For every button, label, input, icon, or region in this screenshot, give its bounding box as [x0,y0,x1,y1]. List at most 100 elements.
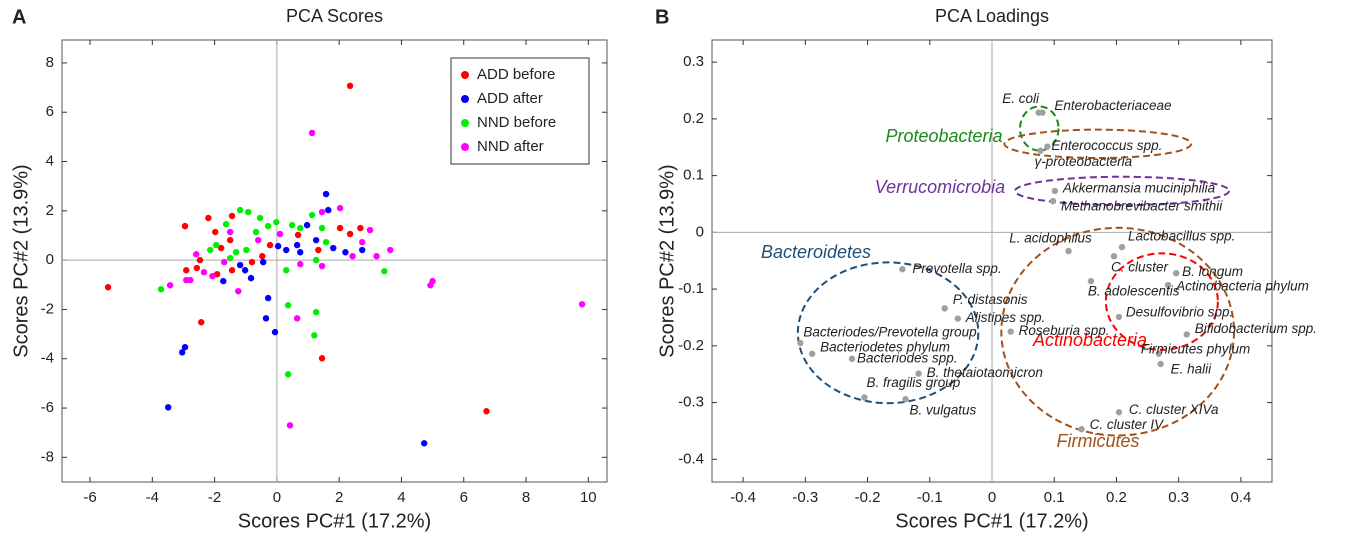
point-label: Enterobacteriaceae [1054,98,1171,113]
loading-point [1037,147,1044,154]
point [209,272,216,280]
point-label: Desulfovibrio spp. [1126,304,1233,319]
loading-point [1087,277,1095,285]
point [207,246,214,254]
point [198,319,205,326]
point [297,249,304,256]
point-label: Firmicutes phylum [1141,341,1251,356]
point [262,315,270,322]
point-label: C. cluster [1111,260,1169,275]
point [303,221,311,229]
group-label: Proteobacteria [885,126,1002,146]
point [221,258,228,266]
loading-point [1044,143,1051,150]
point [181,343,189,351]
point-label: B. adolescentis [1088,284,1180,299]
point [373,252,380,260]
loading-point [1007,328,1014,335]
point [420,440,428,447]
point [381,268,388,275]
point [284,302,292,309]
point [266,241,274,249]
point [179,349,186,356]
point [226,228,234,236]
point [322,190,330,198]
y-tick-label: 0.2 [683,110,704,127]
point [193,251,200,258]
point-label: Bifidobacterium spp. [1195,321,1317,336]
x-tick-label: 6 [460,489,468,506]
point [264,294,272,302]
loading-point [902,395,909,403]
point [228,212,236,220]
point [297,224,304,232]
y-tick-label: -0.1 [678,280,704,297]
panel-label: A [12,6,26,28]
point [259,258,267,266]
point [357,224,364,232]
y-tick-label: -8 [41,448,54,465]
point [243,246,250,254]
point [308,129,316,137]
point [312,236,320,244]
point [346,82,354,90]
point-label: Roseburia spp. [1019,323,1110,338]
point [293,315,301,322]
group-ellipse [1000,226,1236,437]
x-tick-label: 0 [988,489,996,506]
loading-point [1172,269,1180,277]
x-tick-label: 0.2 [1106,489,1127,506]
loading-point [915,370,922,377]
x-tick-label: 0 [273,489,281,506]
point [283,267,290,274]
point [346,230,354,238]
point [236,206,244,214]
x-tick-label: 0.3 [1168,489,1189,506]
point-label: Enterococcus spp. [1051,138,1162,153]
point [271,328,279,336]
loading-point [1039,109,1046,116]
point [308,211,316,219]
point [318,224,326,232]
point [283,246,290,254]
point [228,267,236,274]
point [311,332,318,339]
point [187,276,194,284]
point [220,277,227,285]
point [200,269,208,276]
point [236,261,244,269]
x-tick-label: 8 [522,489,530,506]
y-tick-label: 0.1 [683,167,704,184]
point [342,249,349,256]
group-ellipse [1003,128,1193,160]
point-label: γ-proteobacteria [1035,154,1133,169]
point-label: B. thetaiotaomicron [927,365,1043,380]
point [193,264,201,272]
point [256,214,264,222]
point-label: L. acidophilus [1009,231,1092,246]
point [359,246,366,254]
legend-label: ADD before [477,66,555,83]
point [336,204,344,212]
point-label: P. distasonis [953,292,1028,307]
loading-point [797,339,804,347]
point [205,214,212,222]
point-label: Akkermansia muciniphilia [1062,180,1216,195]
x-tick-label: 4 [397,489,405,506]
point [318,208,326,216]
x-tick-label: -0.2 [855,489,881,506]
legend-marker [461,95,469,103]
group-label: Firmicutes [1056,431,1139,451]
point [336,224,344,232]
point-label: C. cluster XIVa [1129,402,1219,417]
point [226,236,234,244]
point [427,282,434,289]
chart-title: PCA Loadings [935,6,1049,26]
point [276,230,284,238]
point [315,246,322,254]
point-label: Lactobacillus spp. [1128,229,1235,244]
point [366,226,374,234]
group-ellipse [1019,105,1060,152]
legend: ADD before ADD after NND before NND after [450,57,590,165]
point [247,274,255,282]
